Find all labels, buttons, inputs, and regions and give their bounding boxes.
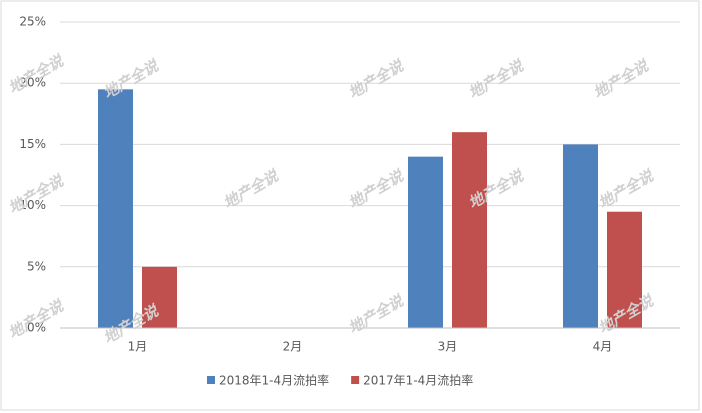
legend-swatch — [207, 376, 215, 384]
x-tick-label: 4月 — [593, 340, 613, 354]
y-tick-label: 0% — [27, 321, 46, 335]
x-tick-label: 3月 — [438, 340, 458, 354]
y-tick-label: 20% — [19, 76, 46, 90]
legend-label: 2017年1-4月流拍率 — [363, 373, 473, 388]
y-tick-label: 5% — [27, 259, 46, 273]
bar — [607, 211, 642, 328]
bar — [452, 132, 487, 328]
x-tick-label: 2月 — [283, 340, 303, 354]
y-tick-label: 25% — [19, 15, 46, 29]
legend-label: 2018年1-4月流拍率 — [219, 373, 329, 388]
bar — [563, 144, 598, 328]
legend-swatch — [351, 376, 360, 384]
bar — [408, 156, 443, 328]
bar — [142, 266, 177, 328]
y-tick-label: 10% — [19, 198, 46, 212]
y-tick-label: 15% — [19, 137, 46, 151]
bar — [98, 89, 133, 328]
x-tick-label: 1月 — [128, 340, 148, 354]
